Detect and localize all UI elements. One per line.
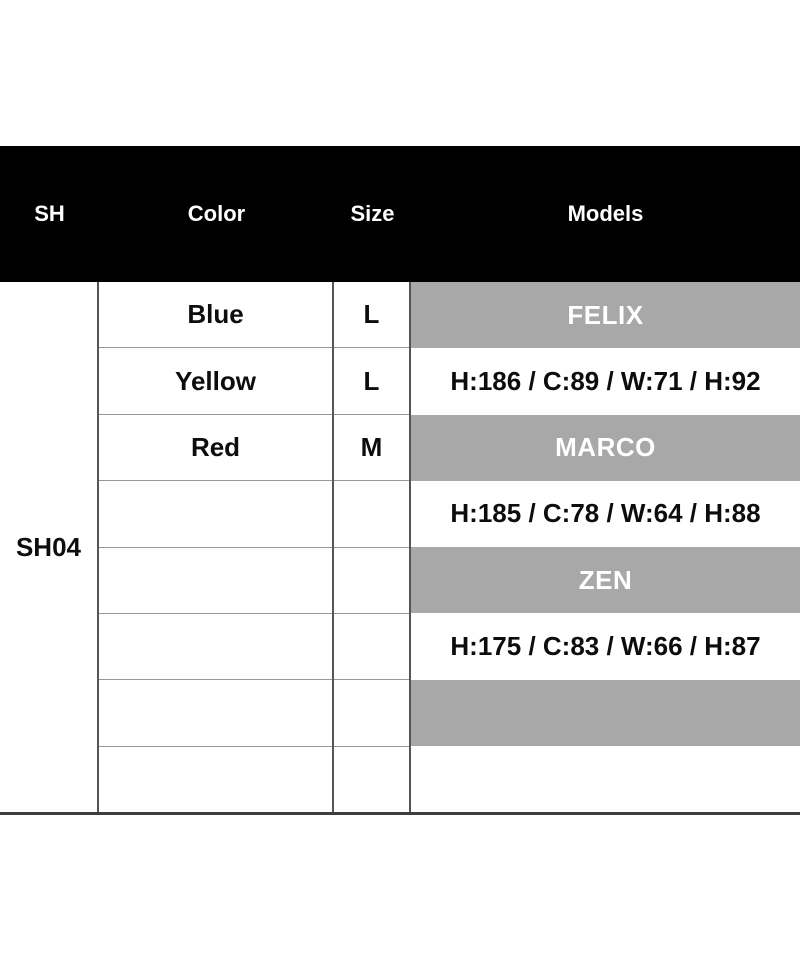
- header-sh: SH: [34, 201, 65, 226]
- color-cell: [99, 747, 332, 812]
- size-cell: [334, 481, 409, 548]
- size-column: L L M: [334, 282, 411, 812]
- size-cell: L: [334, 282, 409, 349]
- size-cell: [334, 614, 409, 681]
- color-cell: Red: [99, 415, 332, 482]
- models-column: FELIX H:186 / C:89 / W:71 / H:92 MARCO H…: [411, 282, 800, 812]
- color-cell: Blue: [99, 282, 332, 349]
- group-id-cell: SH04: [0, 282, 99, 812]
- color-column: Blue Yellow Red: [99, 282, 334, 812]
- color-cell: [99, 548, 332, 614]
- table-body: SH04 Blue Yellow Red L L M FELIX H:186 /…: [0, 282, 800, 815]
- measurements-cell: H:175 / C:83 / W:66 / H:87: [450, 630, 761, 661]
- header-size: Size: [350, 201, 395, 226]
- color-cell: Yellow: [99, 348, 332, 415]
- model-name-cell: [411, 679, 800, 746]
- size-cell: [334, 548, 409, 614]
- group-id: SH04: [15, 531, 82, 562]
- size-cell: [334, 680, 409, 747]
- measurements-cell: [411, 746, 800, 812]
- measurements-cell: H:185 / C:78 / W:64 / H:88: [450, 498, 761, 529]
- model-name-cell: ZEN: [411, 547, 800, 614]
- color-cell: [99, 680, 332, 747]
- size-cell: L: [334, 348, 409, 415]
- model-name-cell: MARCO: [411, 414, 800, 481]
- measurements-cell: H:186 / C:89 / W:71 / H:92: [450, 365, 761, 396]
- model-name-cell: FELIX: [411, 282, 800, 349]
- header-color: Color: [187, 201, 246, 226]
- color-cell: [99, 481, 332, 548]
- color-cell: [99, 614, 332, 681]
- header-models: Models: [567, 201, 644, 226]
- size-cell: M: [334, 415, 409, 482]
- size-cell: [334, 747, 409, 812]
- table-header: SH Color Size Models: [0, 146, 800, 282]
